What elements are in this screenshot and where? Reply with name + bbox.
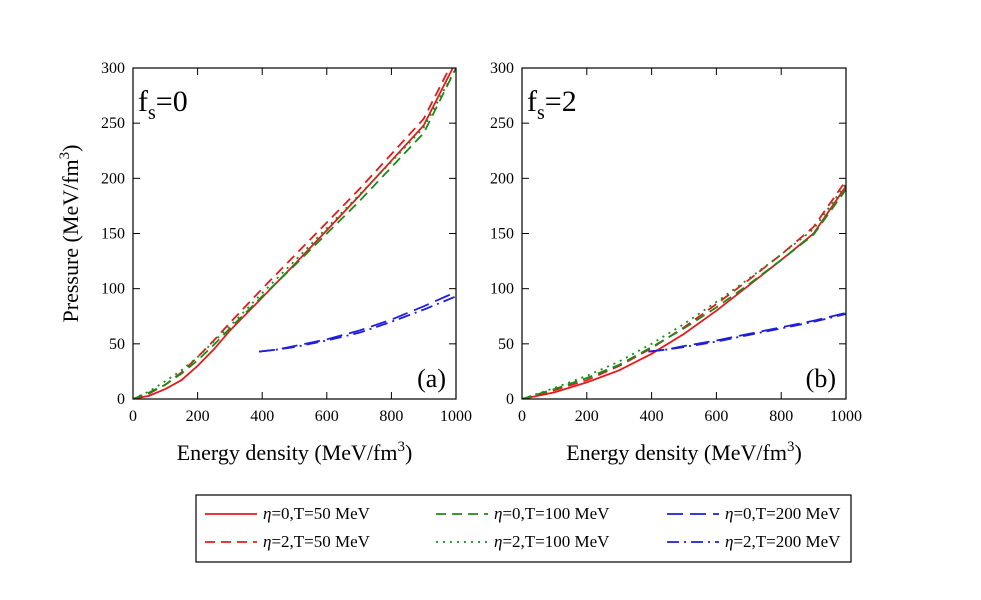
y-tick-label: 300 (101, 60, 125, 77)
legend-box (195, 494, 852, 563)
x-axis-label-main: Energy density (MeV/fm (566, 440, 787, 465)
legend-label: η=0,T=100 MeV (494, 504, 610, 523)
y-tick-label: 100 (490, 281, 514, 298)
series-line (648, 313, 846, 353)
legend-label-eta: η (725, 504, 733, 523)
x-axis-label: Energy density (MeV/fm3) (566, 439, 802, 465)
corner-label: fs=2 (527, 85, 577, 124)
series-line (522, 179, 846, 399)
legend-label-eta: η (263, 532, 271, 551)
y-tick-label: 150 (101, 226, 125, 243)
x-tick-label: 200 (575, 408, 599, 425)
panel-label: (a) (417, 364, 446, 393)
legend-label: η=2,T=200 MeV (725, 532, 841, 551)
x-tick-label: 800 (379, 408, 403, 425)
y-tick-label: 0 (117, 391, 125, 408)
x-tick-label: 200 (186, 408, 210, 425)
x-tick-label: 400 (250, 408, 274, 425)
legend-label-text: =2,T=200 MeV (733, 532, 841, 551)
series-line (133, 68, 454, 399)
panel-a: 0 200 400 600 800 1000 0 50 100 150 200 250 300 Energ… (57, 60, 472, 465)
corner-label-sub: s (537, 102, 545, 124)
y-axis-label: Pressure (MeV/fm3) (57, 145, 83, 323)
y-axis-label-tail: ) (58, 145, 83, 152)
x-tick-label: 600 (704, 408, 728, 425)
legend-label-text: =2,T=100 MeV (502, 532, 610, 551)
x-tick-label: 800 (769, 408, 793, 425)
x-axis-label-tail: ) (405, 440, 412, 465)
series-line (522, 185, 846, 399)
x-tick-label: 0 (129, 408, 137, 425)
legend-item: η=0,T=100 MeV (436, 504, 610, 523)
corner-label-main: f (138, 85, 148, 118)
series-line (522, 183, 846, 399)
legend-label-eta: η (263, 504, 271, 523)
corner-label: fs=0 (138, 85, 188, 124)
y-axis-label-main: Pressure (MeV/fm (58, 159, 83, 322)
y-tick-label: 300 (490, 60, 514, 77)
x-axis-label-sup: 3 (787, 439, 795, 455)
y-tick-label: 200 (101, 170, 125, 187)
legend-item: η=2,T=200 MeV (667, 532, 841, 551)
y-tick-label: 150 (490, 226, 514, 243)
legend-label: η=2,T=50 MeV (263, 532, 371, 551)
series-line (522, 188, 846, 399)
legend-label: η=0,T=200 MeV (725, 504, 841, 523)
legend-label-eta: η (494, 532, 502, 551)
legend-label-text: =0,T=100 MeV (502, 504, 610, 523)
legend-label-text: =2,T=50 MeV (271, 532, 370, 551)
panel-label: (b) (806, 364, 836, 393)
x-axis-label: Energy density (MeV/fm3) (177, 439, 413, 465)
x-axis-label-sup: 3 (397, 439, 405, 455)
x-tick-label: 400 (640, 408, 664, 425)
corner-label-sub: s (148, 102, 156, 124)
legend-item: η=2,T=50 MeV (205, 532, 371, 551)
x-axis-label-main: Energy density (MeV/fm (177, 440, 398, 465)
x-tick-label: 1000 (440, 408, 472, 425)
corner-label-suffix: =0 (156, 85, 188, 118)
y-tick-label: 250 (490, 115, 514, 132)
y-tick-label: 250 (101, 115, 125, 132)
corner-label-suffix: =2 (545, 85, 577, 118)
corner-label-main: f (527, 85, 537, 118)
series-line (133, 68, 456, 399)
legend-item: η=0,T=50 MeV (205, 504, 371, 523)
y-tick-label: 50 (109, 336, 125, 353)
x-tick-label: 600 (315, 408, 339, 425)
x-tick-label: 1000 (830, 408, 862, 425)
x-tick-label: 0 (518, 408, 526, 425)
legend-label: η=0,T=50 MeV (263, 504, 371, 523)
y-tick-label: 0 (506, 391, 514, 408)
legend-label-text: =0,T=200 MeV (733, 504, 841, 523)
y-tick-label: 50 (498, 336, 514, 353)
y-tick-label: 100 (101, 281, 125, 298)
y-axis-label-sup: 3 (57, 152, 73, 160)
legend-label: η=2,T=100 MeV (494, 532, 610, 551)
series-line (648, 312, 846, 353)
x-axis-label-tail: ) (794, 440, 801, 465)
panel-b: 0 200 400 600 800 1000 0 50 100 150 200 250 300 Energ… (490, 60, 862, 465)
legend-item: η=2,T=100 MeV (436, 532, 610, 551)
series-line (133, 68, 456, 399)
legend-item: η=0,T=200 MeV (667, 504, 841, 523)
y-tick-label: 200 (490, 170, 514, 187)
legend: η=0,T=50 MeV η=0,T=100 MeV η=0,T=200 MeVη=… (195, 494, 852, 563)
legend-label-eta: η (494, 504, 502, 523)
legend-label-text: =0,T=50 MeV (271, 504, 370, 523)
legend-label-eta: η (725, 532, 733, 551)
series-line (258, 291, 456, 353)
